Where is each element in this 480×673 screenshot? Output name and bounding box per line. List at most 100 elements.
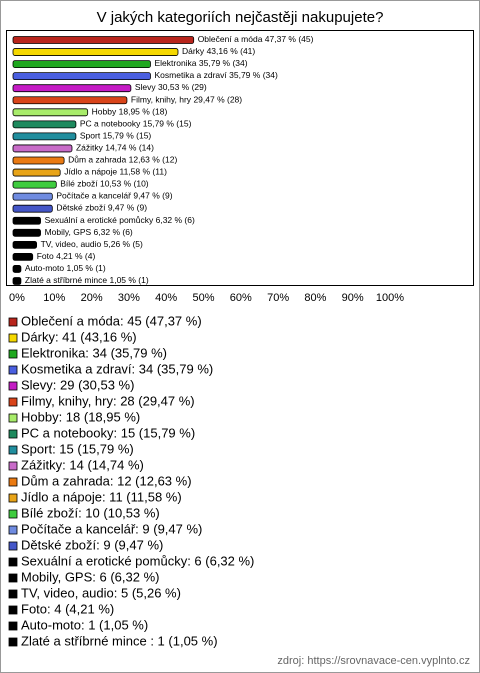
bar-label: Počítače a kancelář 9,47 % (9) xyxy=(56,191,172,201)
bar-label: Jídlo a nápoje 11,58 % (11) xyxy=(64,167,167,177)
bar xyxy=(12,252,34,261)
bar-label-category: PC a notebooky xyxy=(80,119,141,129)
bar-label-category: Sport xyxy=(80,131,101,141)
bar xyxy=(12,204,53,213)
legend-swatch xyxy=(8,525,18,535)
x-tick-label: 10% xyxy=(43,292,65,304)
bar-label: Mobily, GPS 6,32 % (6) xyxy=(45,227,133,237)
bar-label-value: 15,79 % (15) xyxy=(143,119,192,129)
legend-label: Zážitky: 14 (14,74 %) xyxy=(21,457,144,472)
bar xyxy=(12,36,195,44)
legend-label: Sport: 15 (15,79 %) xyxy=(21,441,134,456)
bar-label-value: 29,47 % (28) xyxy=(193,95,242,105)
bar-label-value: 5,26 % (5) xyxy=(104,239,143,249)
legend-label: Dárky: 41 (43,16 %) xyxy=(21,329,137,344)
legend-label: Dům a zahrada: 12 (12,63 %) xyxy=(21,473,192,488)
bar-label: Zážitky 14,74 % (14) xyxy=(76,143,154,153)
bar-label: Oblečení a móda 47,37 % (45) xyxy=(198,34,314,44)
bar-label: Slevy 30,53 % (29) xyxy=(135,82,207,92)
legend-label: TV, video, audio: 5 (5,26 %) xyxy=(21,585,181,600)
legend-swatch xyxy=(8,429,18,439)
legend-label: Foto: 4 (4,21 %) xyxy=(21,601,114,616)
bar-label-category: Slevy xyxy=(135,82,157,92)
bar-label-category: Elektronika xyxy=(154,58,196,68)
bar-label-category: Dětské zboží xyxy=(56,203,106,213)
bar-label: PC a notebooky 15,79 % (15) xyxy=(80,119,192,129)
x-tick-label: 0% xyxy=(9,292,25,304)
bar xyxy=(12,84,132,93)
legend-swatch xyxy=(8,317,18,327)
bar-label-category: Jídlo a nápoje xyxy=(64,167,117,177)
bar-label-value: 18,95 % (18) xyxy=(119,107,168,117)
legend-label: Auto-moto: 1 (1,05 %) xyxy=(21,617,148,632)
bar xyxy=(12,228,41,237)
bar-label-category: Dům a zahrada xyxy=(68,155,126,165)
bar xyxy=(12,180,57,189)
bar xyxy=(12,108,89,117)
bar-label: Filmy, knihy, hry 29,47 % (28) xyxy=(131,95,242,105)
bar-label-category: Zážitky xyxy=(76,143,104,153)
bar xyxy=(12,265,22,273)
bar-label-value: 30,53 % (29) xyxy=(158,82,207,92)
legend-label: Dětské zboží: 9 (9,47 %) xyxy=(21,537,163,552)
legend-label: Hobby: 18 (18,95 %) xyxy=(21,409,140,424)
bar-label: Dům a zahrada 12,63 % (12) xyxy=(68,155,177,165)
bar-label-category: Auto-moto xyxy=(25,263,64,273)
legend-swatch xyxy=(8,637,18,647)
bar-label-value: 6,32 % (6) xyxy=(156,215,195,225)
bar xyxy=(12,168,61,177)
legend-label: PC a notebooky: 15 (15,79 %) xyxy=(21,425,195,440)
bar-label-value: 12,63 % (12) xyxy=(129,155,178,165)
bar-label-value: 11,58 % (11) xyxy=(120,167,168,177)
bar-label-category: Dárky xyxy=(182,46,205,56)
bar-label-category: Oblečení a móda xyxy=(198,34,263,44)
legend-label: Bílé zboží: 10 (10,53 %) xyxy=(21,505,160,520)
x-tick-label: 60% xyxy=(230,292,252,304)
x-tick-label: 30% xyxy=(118,292,140,304)
bar-label: Hobby 18,95 % (18) xyxy=(92,107,168,117)
bar xyxy=(12,120,77,129)
bar-label: Kosmetika a zdraví 35,79 % (34) xyxy=(154,70,277,80)
legend-swatch xyxy=(8,365,18,375)
bar-label: Elektronika 35,79 % (34) xyxy=(154,58,247,68)
legend-label: Zlaté a stříbrné mince : 1 (1,05 %) xyxy=(21,633,218,648)
bar-label-category: Filmy, knihy, hry xyxy=(131,95,192,105)
legend-swatch xyxy=(8,381,18,391)
legend-swatch xyxy=(8,557,18,567)
bar-label-value: 9,47 % (9) xyxy=(108,203,147,213)
bar-label-category: Kosmetika a zdraví xyxy=(154,70,227,80)
legend-label: Jídlo a nápoje: 11 (11,58 %) xyxy=(21,489,182,504)
bar-label: Foto 4,21 % (4) xyxy=(37,251,96,261)
x-tick-label: 90% xyxy=(342,292,364,304)
bar-label: TV, video, audio 5,26 % (5) xyxy=(41,239,143,249)
bar-label: Sexuální a erotické pomůcky 6,32 % (6) xyxy=(45,215,195,225)
bar-label-category: TV, video, audio xyxy=(41,239,102,249)
x-tick-label: 40% xyxy=(155,292,177,304)
bar xyxy=(12,144,73,153)
legend-swatch xyxy=(8,509,18,519)
bar-label: Dětské zboží 9,47 % (9) xyxy=(56,203,147,213)
legend-label: Elektronika: 34 (35,79 %) xyxy=(21,345,167,360)
x-tick-label: 20% xyxy=(81,292,103,304)
legend-label: Filmy, knihy, hry: 28 (29,47 %) xyxy=(21,393,195,408)
x-tick-label: 100% xyxy=(376,292,404,304)
bar-label: Auto-moto 1,05 % (1) xyxy=(25,263,106,273)
bar xyxy=(12,277,22,285)
x-tick-label: 70% xyxy=(267,292,289,304)
bar-label-value: 14,74 % (14) xyxy=(105,143,154,153)
legend-label: Počítače a kancelář: 9 (9,47 %) xyxy=(21,521,202,536)
legend-swatch xyxy=(8,413,18,423)
bar xyxy=(12,72,151,81)
legend-swatch xyxy=(8,589,18,599)
bar xyxy=(12,60,151,68)
bar-label-value: 1,05 % (1) xyxy=(109,275,148,285)
bar-label-value: 47,37 % (45) xyxy=(265,34,314,44)
bar-label-value: 10,53 % (10) xyxy=(100,179,149,189)
bar-label-value: 1,05 % (1) xyxy=(67,263,106,273)
bar-label-category: Foto xyxy=(37,251,54,261)
plot-frame xyxy=(6,30,474,286)
bar xyxy=(12,156,65,165)
bar-label-category: Mobily, GPS xyxy=(45,227,92,237)
